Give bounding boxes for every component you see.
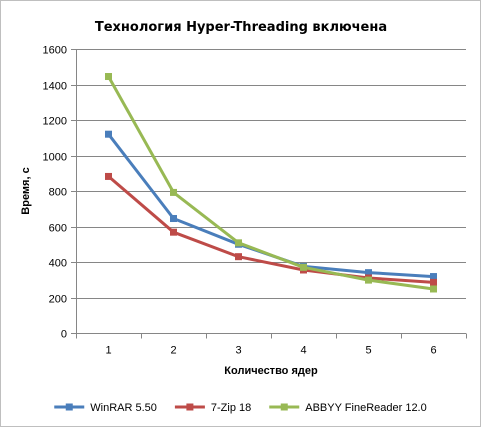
data-point [105,73,112,81]
y-tick-label: 800 [49,187,67,199]
gridlines [76,49,466,299]
x-tick-label: 5 [365,345,371,357]
data-point [235,253,242,261]
y-tick-label: 400 [49,258,67,270]
data-point [170,188,177,196]
data-point [300,263,307,271]
y-tick-label: 1200 [43,116,67,128]
legend-label: ABBYY FineReader 12.0 [305,402,426,414]
data-point [430,285,437,293]
legend-marker [186,403,194,411]
data-point [170,228,177,236]
y-tick-label: 1000 [43,152,67,164]
data-point [170,215,177,223]
x-axis-label: Количество ядер [224,365,318,377]
data-point [105,172,112,180]
x-tick-label: 2 [170,345,176,357]
series-line [107,174,435,284]
x-tick-label: 6 [430,345,436,357]
legend-label: WinRAR 5.50 [90,402,157,414]
y-axis-ticks: 0 200 400 600 800 1000 1200 1400 1600 [43,45,76,341]
x-axis-ticks: 1 2 3 4 5 6 [76,333,467,357]
y-tick-label: 0 [61,329,67,341]
series-lines [105,73,437,293]
y-tick-label: 200 [49,294,67,306]
y-tick-label: 1600 [43,45,67,57]
data-point [365,276,372,284]
data-point [105,130,112,138]
legend-marker [65,403,73,411]
x-tick-label: 4 [300,345,306,357]
legend: WinRAR 5.50 7-Zip 18 ABBYY FineReader 12.0 [54,402,427,414]
series-line [107,75,435,291]
chart-title: Технология Hyper-Threading включена [95,20,387,35]
data-point [430,273,437,281]
data-point [365,269,372,277]
data-point [430,278,437,286]
x-tick-label: 1 [105,345,111,357]
legend-label: 7-Zip 18 [211,402,251,414]
data-point [235,239,242,247]
y-tick-label: 600 [49,223,67,235]
legend-marker [280,403,288,411]
y-tick-label: 1400 [43,81,67,93]
x-tick-label: 3 [235,345,241,357]
y-axis-label: Время, с [20,167,32,214]
